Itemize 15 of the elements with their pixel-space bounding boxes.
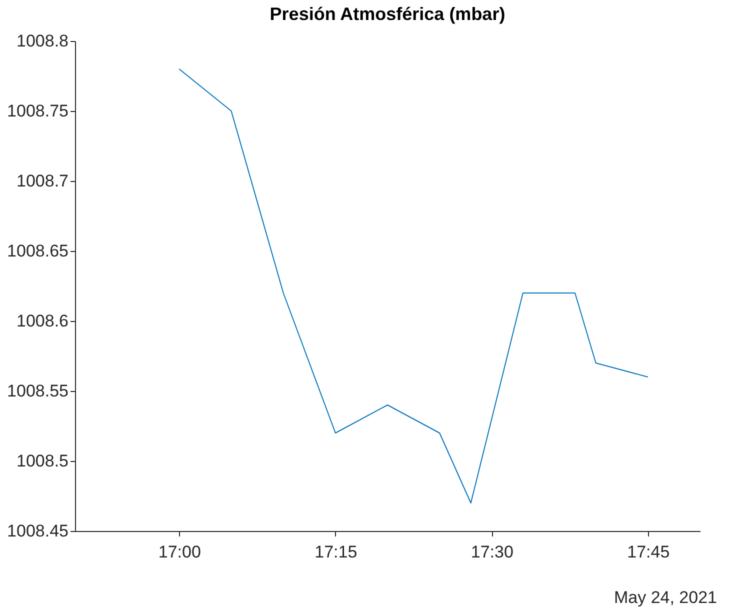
chart-title: Presión Atmosférica (mbar) (270, 4, 506, 24)
y-tick-label: 1008.5 (16, 452, 68, 470)
x-tick-label: 17:15 (314, 542, 358, 562)
text: May 24, 2021 (614, 588, 717, 608)
y-tick-label: 1008.75 (7, 102, 68, 120)
y-tick-label: 1008.45 (7, 522, 68, 540)
x-tick-label: 17:00 (158, 542, 201, 562)
y-tick-label: 1008.7 (16, 172, 68, 190)
line-series (178, 68, 648, 504)
y-tick-label: 1008.55 (7, 382, 68, 400)
x-tick-label: 17:30 (470, 542, 514, 562)
x-tick-label: 17:45 (627, 542, 670, 562)
y-tick-label: 1008.8 (16, 32, 68, 50)
y-tick-label: 1008.6 (16, 312, 68, 330)
y-tick-label: 1008.65 (7, 242, 68, 260)
